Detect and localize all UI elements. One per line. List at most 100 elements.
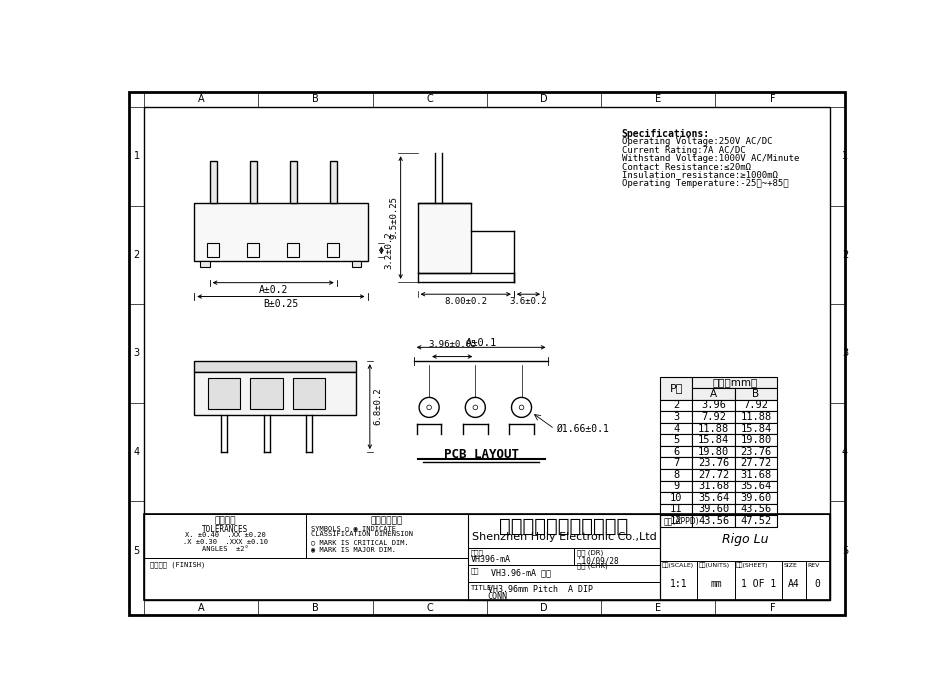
- Bar: [693, 458, 734, 469]
- Bar: [144, 514, 829, 600]
- Text: 1: 1: [842, 151, 848, 162]
- Text: 39.60: 39.60: [740, 493, 771, 503]
- Bar: [660, 412, 693, 423]
- Text: REV: REV: [808, 563, 820, 568]
- Text: A4: A4: [788, 580, 800, 589]
- Text: 10: 10: [670, 493, 682, 503]
- Text: ○ MARK IS CRITICAL DIM.: ○ MARK IS CRITICAL DIM.: [311, 539, 408, 545]
- Text: 9: 9: [674, 482, 679, 491]
- Bar: [734, 458, 777, 469]
- Text: VH396-mA: VH396-mA: [470, 555, 511, 564]
- Text: 11: 11: [670, 505, 682, 514]
- Text: 6.8±0.2: 6.8±0.2: [373, 388, 382, 426]
- Text: 15.84: 15.84: [698, 435, 730, 445]
- Bar: [210, 161, 217, 203]
- Bar: [660, 469, 693, 480]
- Bar: [467, 514, 660, 600]
- Bar: [288, 244, 299, 258]
- Bar: [660, 561, 829, 600]
- Text: 35.64: 35.64: [698, 493, 730, 503]
- Text: 6: 6: [674, 447, 679, 456]
- Text: 一般公差: 一般公差: [215, 517, 236, 526]
- Text: A: A: [198, 94, 204, 104]
- Text: 标签(APPD): 标签(APPD): [663, 517, 699, 526]
- Text: 3.96±0.05: 3.96±0.05: [428, 340, 476, 349]
- Text: B: B: [752, 389, 760, 399]
- Bar: [467, 514, 660, 547]
- Bar: [693, 434, 734, 446]
- Text: 27.72: 27.72: [698, 470, 730, 480]
- Text: 1: 1: [133, 151, 140, 162]
- Text: 7.92: 7.92: [701, 412, 726, 422]
- Bar: [660, 446, 693, 458]
- Bar: [734, 504, 777, 515]
- Text: 5: 5: [842, 545, 848, 556]
- Text: 35.64: 35.64: [740, 482, 771, 491]
- Bar: [660, 515, 693, 526]
- Text: 3: 3: [674, 412, 679, 422]
- Bar: [306, 514, 467, 559]
- Bar: [144, 514, 306, 559]
- Text: Insulation resistance:≥1000mΩ: Insulation resistance:≥1000mΩ: [621, 171, 777, 180]
- Text: C: C: [427, 603, 433, 612]
- Text: 5: 5: [674, 435, 679, 445]
- Text: A: A: [710, 389, 717, 399]
- Text: 检验尺寸标示: 检验尺寸标示: [370, 517, 403, 526]
- Bar: [660, 423, 693, 434]
- Text: 审核 (CHK): 审核 (CHK): [577, 562, 607, 569]
- Text: E: E: [656, 94, 661, 104]
- Text: .X ±0.30  .XXX ±0.10: .X ±0.30 .XXX ±0.10: [182, 539, 268, 545]
- Bar: [200, 261, 210, 267]
- Bar: [660, 514, 829, 600]
- Bar: [330, 161, 336, 203]
- Text: B: B: [313, 94, 319, 104]
- Bar: [467, 582, 660, 600]
- Bar: [208, 378, 240, 409]
- Text: ANGLES  ±2°: ANGLES ±2°: [201, 546, 249, 552]
- Bar: [660, 458, 693, 469]
- Text: Contact Resistance:≤20mΩ: Contact Resistance:≤20mΩ: [621, 162, 751, 172]
- Bar: [693, 412, 734, 423]
- Text: 15.84: 15.84: [740, 424, 771, 433]
- Text: CLASSIFICATION DIMENSION: CLASSIFICATION DIMENSION: [311, 531, 412, 538]
- Text: 2: 2: [674, 400, 679, 410]
- Bar: [207, 244, 218, 258]
- Bar: [734, 492, 777, 504]
- Text: 19.80: 19.80: [698, 447, 730, 456]
- Text: Current Rating:7A AC/DC: Current Rating:7A AC/DC: [621, 146, 745, 155]
- Bar: [660, 504, 693, 515]
- Text: B±0.25: B±0.25: [263, 299, 298, 309]
- Bar: [734, 388, 777, 400]
- Text: F: F: [770, 603, 775, 612]
- Bar: [734, 412, 777, 423]
- Text: 5: 5: [133, 545, 140, 556]
- Text: 4: 4: [133, 447, 140, 457]
- Bar: [693, 388, 734, 400]
- Text: 1:1: 1:1: [670, 580, 688, 589]
- Text: Withstand Voltage:1000V AC/Minute: Withstand Voltage:1000V AC/Minute: [621, 154, 799, 163]
- Text: A±0.1: A±0.1: [466, 338, 497, 348]
- Bar: [693, 423, 734, 434]
- Text: PCB LAYOUT: PCB LAYOUT: [444, 448, 519, 461]
- Bar: [734, 480, 777, 492]
- Bar: [247, 244, 259, 258]
- Text: E: E: [656, 603, 661, 612]
- Bar: [693, 515, 734, 526]
- Text: 3.2±0.2: 3.2±0.2: [385, 232, 393, 269]
- Text: 品名: 品名: [470, 567, 479, 574]
- Bar: [660, 514, 829, 561]
- Text: 27.72: 27.72: [740, 458, 771, 468]
- Text: 7.92: 7.92: [744, 400, 769, 410]
- Text: 11.88: 11.88: [698, 424, 730, 433]
- Text: 7: 7: [674, 458, 679, 468]
- Bar: [734, 515, 777, 526]
- Bar: [734, 400, 777, 412]
- Text: 23.76: 23.76: [698, 458, 730, 468]
- Bar: [693, 504, 734, 515]
- Text: D: D: [541, 94, 548, 104]
- Text: 1 OF 1: 1 OF 1: [741, 580, 776, 589]
- Bar: [660, 377, 693, 400]
- Text: 43.56: 43.56: [698, 516, 730, 526]
- Text: P数: P数: [670, 383, 683, 393]
- Text: C: C: [427, 94, 433, 104]
